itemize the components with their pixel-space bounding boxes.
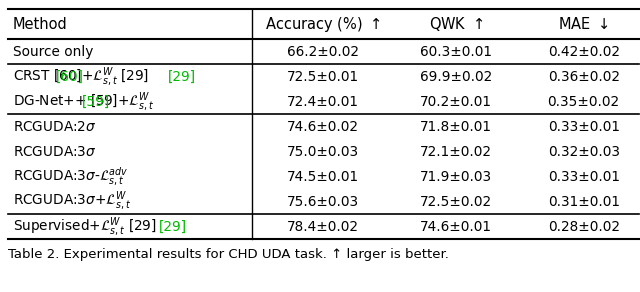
Text: Table 2. Experimental results for CHD UDA task. ↑ larger is better.: Table 2. Experimental results for CHD UD… [8,248,449,261]
Text: 75.6±0.03: 75.6±0.03 [287,195,359,209]
Text: 72.4±0.01: 72.4±0.01 [287,95,359,109]
Text: 0.33±0.01: 0.33±0.01 [548,120,620,134]
Text: 72.1±0.02: 72.1±0.02 [420,145,492,159]
Text: [60]: [60] [56,70,84,84]
Text: 66.2±0.02: 66.2±0.02 [287,45,359,59]
Text: 69.9±0.02: 69.9±0.02 [420,70,492,84]
Text: 72.5±0.01: 72.5±0.01 [287,70,359,84]
Text: Supervised+$\mathcal{L}_{s,t}^{W}$ [29]: Supervised+$\mathcal{L}_{s,t}^{W}$ [29] [13,215,157,239]
Text: MAE $\downarrow$: MAE $\downarrow$ [558,16,609,32]
Text: 0.33±0.01: 0.33±0.01 [548,170,620,184]
Text: QWK $\uparrow$: QWK $\uparrow$ [429,15,483,33]
Text: 71.8±0.01: 71.8±0.01 [420,120,492,134]
Text: DG-Net++ [59]+$\mathcal{L}_{s,t}^{W}$: DG-Net++ [59]+$\mathcal{L}_{s,t}^{W}$ [13,90,154,114]
Text: RCGUDA:3$\sigma$+$\mathcal{L}_{s,t}^{W}$: RCGUDA:3$\sigma$+$\mathcal{L}_{s,t}^{W}$ [13,190,131,213]
Text: [29]: [29] [168,70,196,84]
Text: 70.2±0.01: 70.2±0.01 [420,95,492,109]
Text: 0.35±0.02: 0.35±0.02 [548,95,620,109]
Text: Accuracy (%) $\uparrow$: Accuracy (%) $\uparrow$ [265,15,381,34]
Text: 0.36±0.02: 0.36±0.02 [548,70,620,84]
Text: 0.42±0.02: 0.42±0.02 [548,45,620,59]
Text: 60.3±0.01: 60.3±0.01 [420,45,492,59]
Text: RCGUDA:3$\sigma$-$\mathcal{L}_{s,t}^{adv}$: RCGUDA:3$\sigma$-$\mathcal{L}_{s,t}^{adv… [13,166,128,188]
Text: CRST [60]+$\mathcal{L}_{s,t}^{W}$ [29]: CRST [60]+$\mathcal{L}_{s,t}^{W}$ [29] [13,66,149,89]
Text: RCGUDA:3$\sigma$: RCGUDA:3$\sigma$ [13,145,97,159]
Text: Method: Method [13,17,68,32]
Text: 74.6±0.02: 74.6±0.02 [287,120,359,134]
Text: 78.4±0.02: 78.4±0.02 [287,220,359,234]
Text: Source only: Source only [13,45,93,59]
Text: 0.32±0.03: 0.32±0.03 [548,145,620,159]
Text: 74.5±0.01: 74.5±0.01 [287,170,359,184]
Text: [29]: [29] [159,220,187,234]
Text: 75.0±0.03: 75.0±0.03 [287,145,359,159]
Text: 72.5±0.02: 72.5±0.02 [420,195,492,209]
Text: 0.31±0.01: 0.31±0.01 [548,195,620,209]
Text: 74.6±0.01: 74.6±0.01 [420,220,492,234]
Text: 0.28±0.02: 0.28±0.02 [548,220,620,234]
Text: RCGUDA:2$\sigma$: RCGUDA:2$\sigma$ [13,120,97,134]
Text: 71.9±0.03: 71.9±0.03 [420,170,492,184]
Text: [59]: [59] [82,95,110,109]
